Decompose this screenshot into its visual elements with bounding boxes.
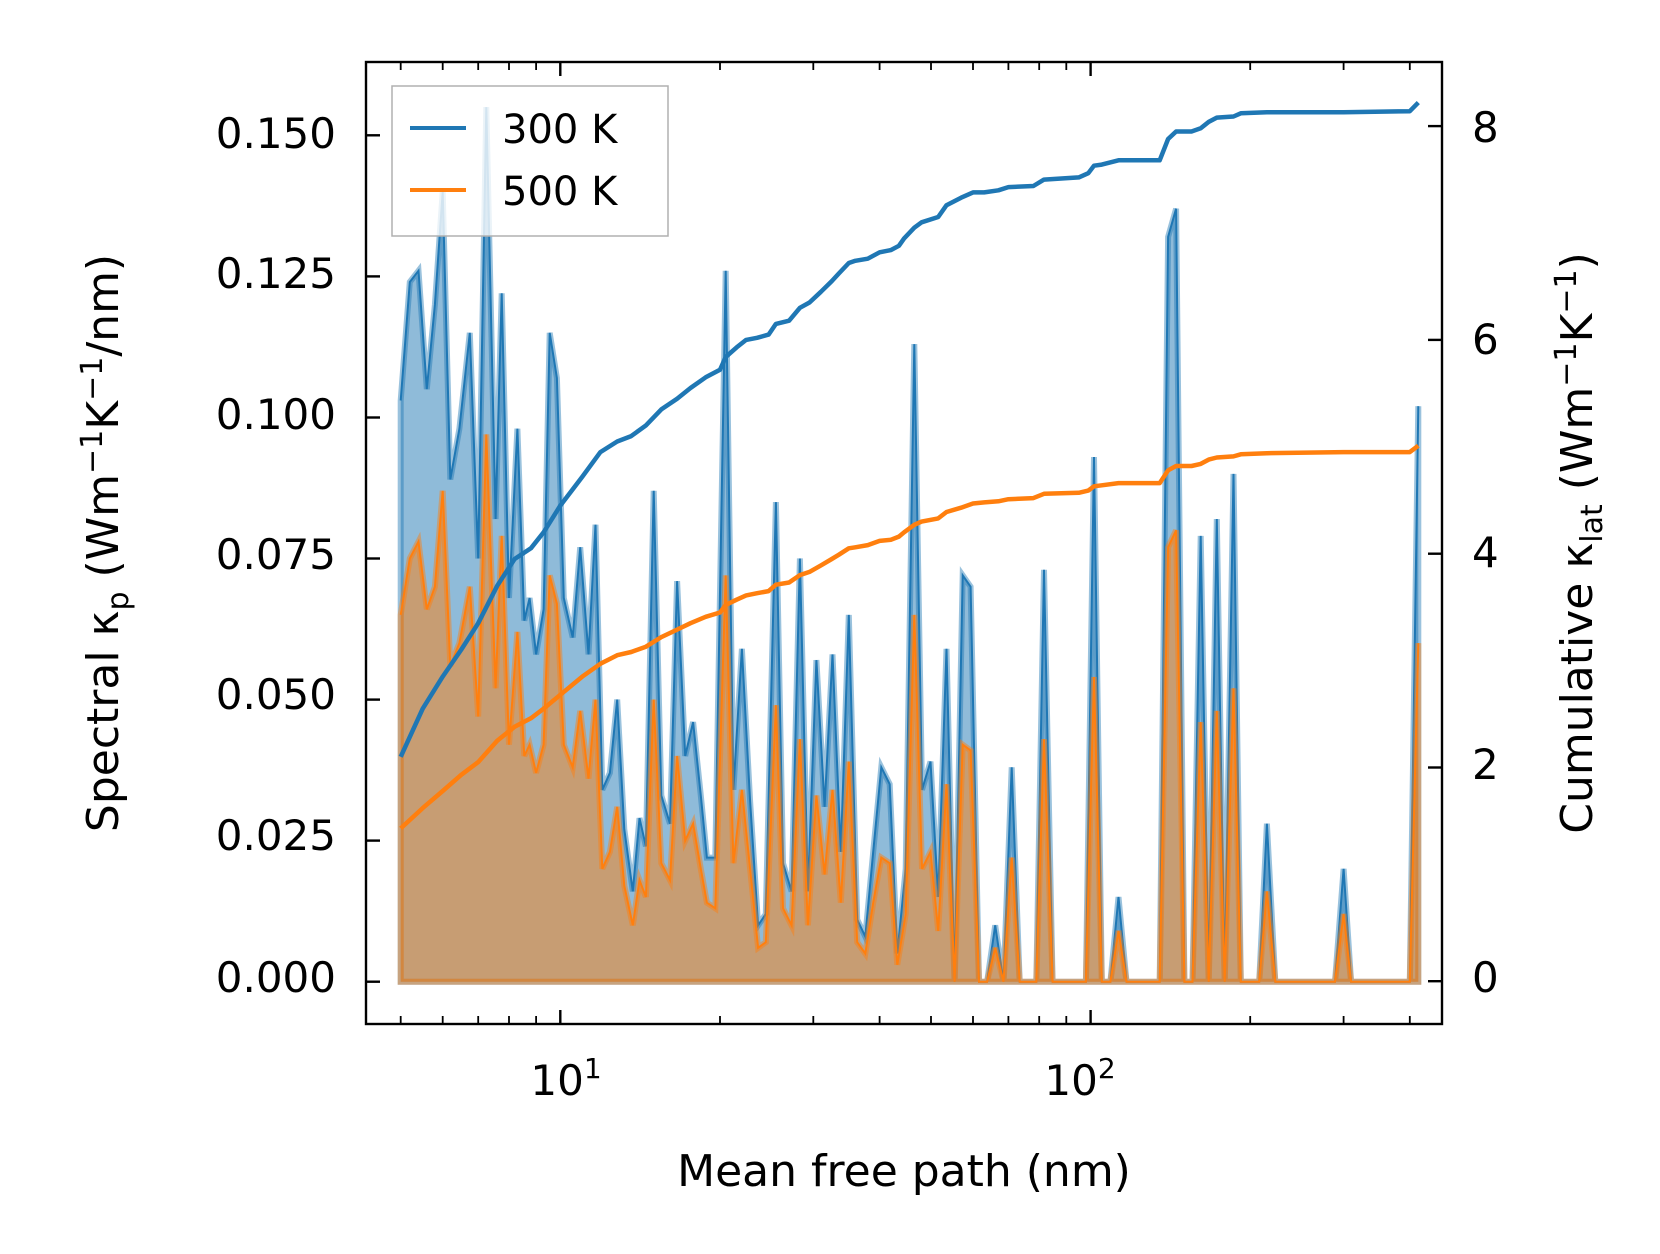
spectral-line-500k bbox=[399, 434, 1420, 983]
y-left-tick-label: 0.000 bbox=[216, 953, 336, 1002]
y-left-axis-label: Spectral κp (Wm−1K−1/nm) bbox=[75, 254, 136, 832]
y-right-ticks bbox=[1428, 124, 1442, 983]
y-left-tick-label: 0.100 bbox=[216, 390, 336, 439]
y-left-tick-label: 0.075 bbox=[216, 530, 336, 579]
y-left-tick-label: 0.125 bbox=[216, 249, 336, 298]
legend: 300 K 500 K bbox=[391, 85, 669, 237]
legend-label-300: 300 K bbox=[502, 107, 619, 153]
x-tick-label-100: 102 bbox=[1044, 1052, 1115, 1105]
cumulative-line-300k bbox=[398, 101, 1420, 758]
x-ticks bbox=[399, 62, 1411, 1024]
y-right-tick-label: 4 bbox=[1472, 528, 1499, 577]
spectral-fill-areas bbox=[397, 107, 1422, 985]
y-left-tick-label: 0.150 bbox=[216, 109, 336, 158]
y-right-tick-label: 6 bbox=[1472, 315, 1499, 364]
data-lines bbox=[398, 101, 1420, 831]
y-right-tick-label: 2 bbox=[1472, 740, 1499, 789]
plot-frame bbox=[364, 60, 1444, 1026]
spectral-line-300k bbox=[399, 107, 1420, 983]
legend-label-500: 500 K bbox=[502, 169, 619, 215]
x-tick-label-10: 101 bbox=[530, 1052, 601, 1105]
y-left-ticks bbox=[366, 134, 380, 983]
y-left-tick-label: 0.025 bbox=[216, 811, 336, 860]
legend-box bbox=[391, 85, 669, 237]
y-left-tick-label: 0.050 bbox=[216, 670, 336, 719]
cumulative-line-500k bbox=[399, 443, 1420, 831]
y-right-axis-label: Cumulative κlat (Wm−1K−1) bbox=[1549, 252, 1610, 834]
y-right-tick-label: 0 bbox=[1472, 953, 1499, 1002]
x-axis-label: Mean free path (nm) bbox=[677, 1146, 1131, 1197]
y-right-tick-label: 8 bbox=[1472, 103, 1499, 152]
